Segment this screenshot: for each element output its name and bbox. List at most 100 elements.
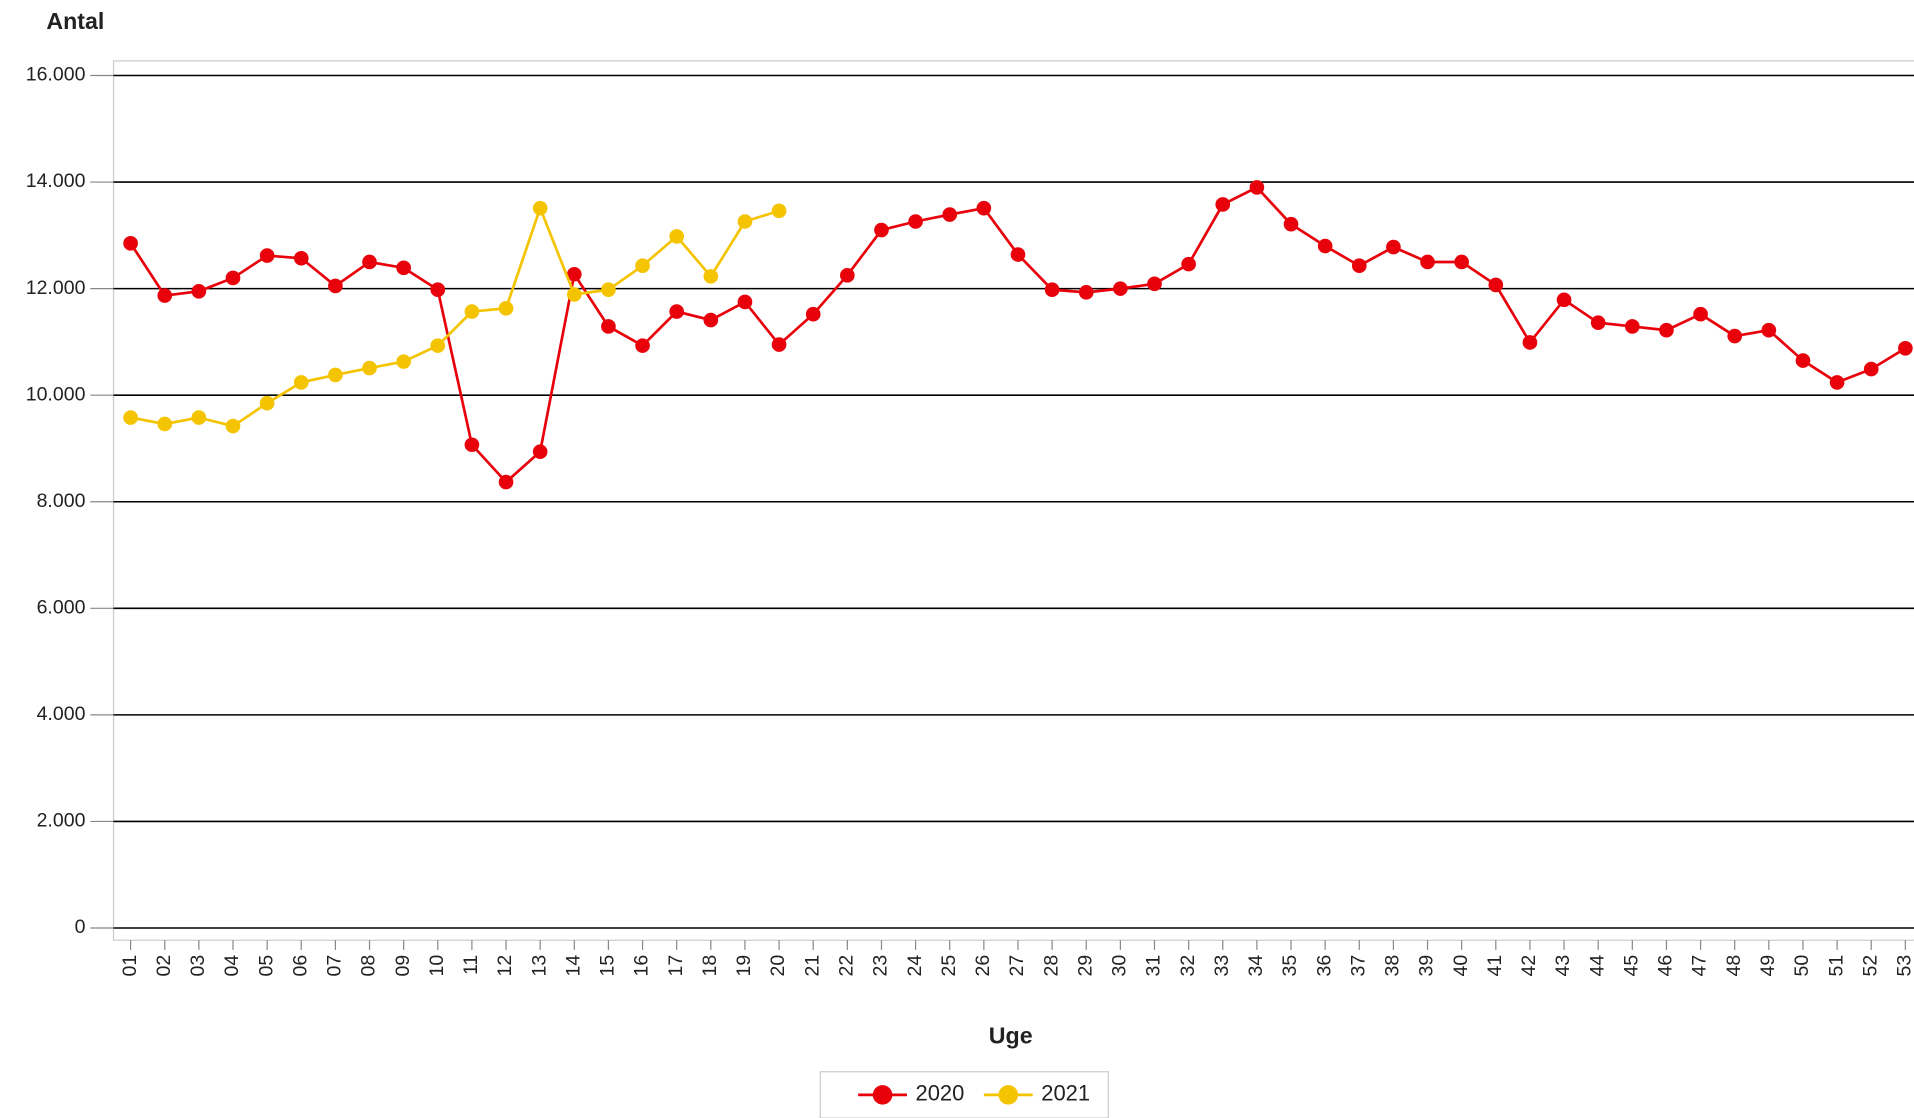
data-point (976, 200, 992, 216)
data-point (293, 250, 309, 266)
x-tick-label: 44 (1586, 955, 1608, 977)
legend-marker (998, 1085, 1019, 1105)
data-point (908, 214, 923, 229)
x-tick-label: 39 (1416, 955, 1438, 977)
data-point (703, 269, 719, 284)
x-tick-label: 36 (1313, 955, 1335, 977)
data-point (1590, 315, 1606, 331)
data-point (464, 437, 480, 453)
data-point (498, 301, 514, 316)
data-point (1351, 258, 1367, 274)
data-point (737, 214, 753, 229)
data-point (225, 418, 241, 434)
x-tick-label: 34 (1245, 955, 1267, 977)
x-tick-label: 29 (1074, 955, 1096, 977)
x-tick-label: 51 (1825, 955, 1847, 977)
x-tick-label: 50 (1791, 955, 1813, 977)
data-point (430, 338, 446, 353)
x-tick-label: 49 (1757, 955, 1779, 977)
y-axis-label: Antal (46, 8, 104, 34)
x-tick-label: 42 (1518, 955, 1540, 977)
x-tick-label: 10 (426, 955, 448, 977)
data-point (1249, 180, 1265, 195)
x-tick-label: 33 (1211, 955, 1233, 977)
x-tick-label: 31 (1143, 955, 1165, 977)
plot-frame (112, 60, 1914, 941)
legend-label: 2020 (915, 1081, 964, 1106)
data-point (1420, 254, 1435, 270)
legend-marker (872, 1085, 893, 1105)
y-tick-label: 10.000 (26, 383, 86, 405)
data-point (259, 395, 275, 411)
data-point (566, 266, 582, 282)
x-tick-label: 14 (562, 955, 584, 977)
data-point (1556, 292, 1572, 308)
data-point (225, 270, 241, 286)
data-point (1454, 254, 1469, 270)
data-point (328, 278, 343, 294)
x-tick-label: 30 (1109, 955, 1131, 977)
data-point (1181, 256, 1196, 272)
data-point (771, 337, 787, 352)
data-point (1727, 328, 1743, 344)
data-point (464, 304, 480, 319)
x-tick-label: 20 (767, 955, 789, 977)
x-tick-label: 32 (1177, 955, 1199, 977)
data-point (1659, 322, 1674, 338)
x-tick-label: 15 (597, 955, 619, 977)
x-tick-label: 06 (289, 955, 311, 977)
x-tick-label: 11 (460, 955, 482, 975)
data-point (123, 410, 138, 425)
data-point (1044, 282, 1060, 298)
x-tick-label: 41 (1484, 955, 1506, 977)
data-point (1386, 239, 1401, 255)
x-tick-label: 40 (1450, 955, 1472, 977)
data-point (942, 207, 958, 222)
y-tick-label: 12.000 (26, 277, 86, 299)
y-tick-label: 4.000 (37, 703, 86, 725)
y-tick-label: 8.000 (37, 490, 86, 512)
x-tick-label: 23 (870, 955, 892, 977)
data-point (259, 248, 275, 263)
data-point (1863, 361, 1879, 377)
data-point (532, 444, 548, 459)
x-tick-label: 22 (835, 955, 857, 977)
x-axis-label: Uge (989, 1023, 1033, 1049)
x-tick-label: 47 (1689, 955, 1711, 977)
data-point (1795, 353, 1811, 368)
y-tick-label: 14.000 (26, 170, 86, 192)
x-tick-label: 17 (665, 955, 687, 977)
x-tick-label: 52 (1859, 955, 1881, 977)
data-point (805, 306, 821, 322)
data-point (771, 203, 787, 219)
x-tick-label: 18 (699, 955, 721, 977)
data-point (840, 268, 855, 283)
data-point (191, 283, 207, 299)
x-tick-label: 27 (1006, 955, 1028, 977)
data-point (1317, 238, 1333, 254)
data-point (1624, 319, 1640, 334)
x-tick-label: 12 (494, 955, 516, 977)
legend-label: 2021 (1041, 1081, 1090, 1106)
data-point (157, 288, 173, 303)
data-point (157, 416, 173, 432)
data-point (328, 367, 343, 383)
data-point (737, 294, 753, 310)
data-point (1693, 306, 1708, 322)
data-point (635, 338, 650, 353)
data-point (362, 360, 377, 376)
data-point (1829, 375, 1845, 390)
x-tick-label: 13 (528, 955, 550, 977)
data-point (669, 229, 685, 244)
data-point (1147, 276, 1162, 292)
data-point (396, 354, 411, 369)
data-point (1898, 341, 1913, 356)
data-point (1761, 322, 1777, 338)
y-tick-label: 0 (75, 916, 86, 938)
x-tick-label: 38 (1382, 955, 1404, 977)
x-tick-label: 07 (324, 955, 346, 977)
x-tick-label: 05 (255, 955, 277, 977)
y-tick-label: 6.000 (37, 596, 86, 618)
